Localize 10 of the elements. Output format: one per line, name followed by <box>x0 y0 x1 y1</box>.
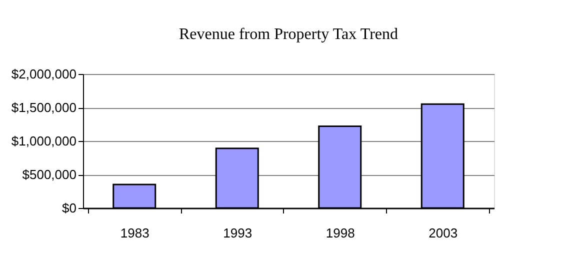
x-tick-label: 1983 <box>120 226 150 240</box>
y-tick-label: $0 <box>62 200 76 216</box>
x-tick-label: 1998 <box>326 226 355 240</box>
chart-title: Revenue from Property Tax Trend <box>179 26 398 43</box>
y-tick-label: $2,000,000 <box>11 66 76 82</box>
y-tick-label: $1,500,000 <box>11 100 76 115</box>
y-tick-label: $500,000 <box>22 167 76 182</box>
y-tick-label: $1,000,000 <box>11 134 76 148</box>
x-tick-label: 1993 <box>223 226 252 240</box>
x-tick-label: 2003 <box>428 226 458 240</box>
